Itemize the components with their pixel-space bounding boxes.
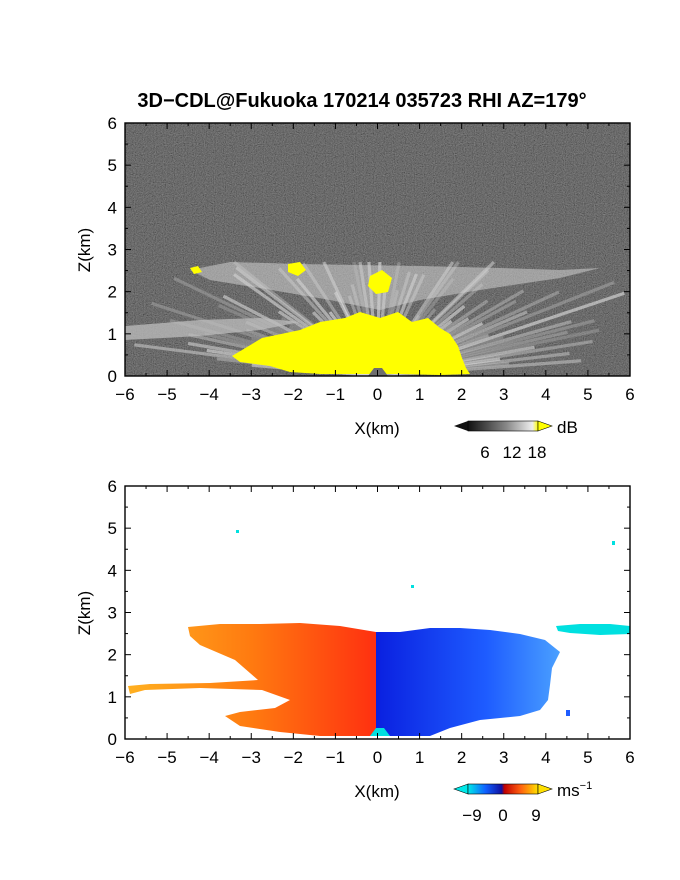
velocity-image [128, 530, 630, 736]
velocity-near-radar [370, 728, 390, 736]
colorbar-unit-base: ms [557, 781, 580, 800]
x-tick-label-bottom: −4 [199, 748, 218, 767]
x-tick-label-bottom: −6 [115, 748, 134, 767]
y-tick-label-bottom: 5 [108, 519, 117, 538]
reflectivity-image [125, 123, 630, 376]
x-tick-label-top: −4 [199, 385, 218, 404]
x-tick-label-bottom: −5 [157, 748, 176, 767]
upper-layer-echo [190, 262, 600, 310]
y-tick-label-bottom: 2 [108, 646, 117, 665]
x-axis-label-top: X(km) [354, 419, 399, 438]
velocity-speck-4 [566, 710, 570, 716]
colorbar-body [467, 420, 539, 432]
x-tick-label-bottom: 1 [415, 748, 424, 767]
colorbar-tick-label: 0 [498, 806, 507, 825]
figure-title: 3D−CDL@Fukuoka 170214 035723 RHI AZ=179° [137, 90, 586, 112]
colorbar-unit-exponent: −1 [580, 780, 593, 792]
colorbar-tick-label: 12 [503, 443, 522, 462]
axes-top: −6 −5 −4 −3 −2 −1 0 1 2 3 4 5 6 0 1 2 3 4 5 6 [108, 114, 635, 404]
x-tick-label-bottom: 5 [583, 748, 592, 767]
y-axis-label-bottom: Z(km) [75, 591, 94, 635]
colorbar-tick-label: 6 [480, 443, 489, 462]
positive-velocity-region [128, 623, 376, 736]
x-tick-label-top: −6 [115, 385, 134, 404]
velocity-speck-1 [236, 530, 239, 533]
negative-velocity-region [376, 628, 560, 736]
colorbar-unit: dB [557, 418, 578, 437]
y-axis-label-top: Z(km) [75, 228, 94, 272]
x-tick-label-top: 4 [541, 385, 550, 404]
x-tick-label-top: −2 [284, 385, 303, 404]
y-tick-label-bottom: 0 [108, 730, 117, 749]
x-tick-label-top: −1 [326, 385, 345, 404]
x-tick-label-bottom: −2 [284, 748, 303, 767]
colorbar-tick-label: 18 [528, 443, 547, 462]
colorbar-right-cap [537, 783, 553, 795]
x-tick-label-top: −3 [242, 385, 261, 404]
x-tick-label-bottom: 2 [457, 748, 466, 767]
x-tick-label-top: 0 [373, 385, 382, 404]
colorbar-right-cap [537, 420, 553, 432]
y-tick-label-bottom: 1 [108, 688, 117, 707]
x-tick-label-top: 6 [625, 385, 634, 404]
echo-fleck-left [288, 262, 306, 276]
y-tick-label-top: 1 [108, 325, 117, 344]
colorbar-ticks: 6 12 18 [480, 443, 546, 462]
colorbar-tick-label: −9 [462, 806, 481, 825]
x-tick-label-top: 3 [499, 385, 508, 404]
y-tick-label-top: 4 [108, 198, 117, 217]
x-tick-label-top: −5 [157, 385, 176, 404]
colorbar-tick-label: 9 [531, 806, 540, 825]
axes-bottom: −6 −5 −4 −3 −2 −1 0 1 2 3 4 5 6 0 1 2 3 4 5 6 [108, 477, 635, 767]
x-tick-label-top: 5 [583, 385, 592, 404]
x-tick-label-bottom: 3 [499, 748, 508, 767]
x-tick-label-bottom: −1 [326, 748, 345, 767]
colorbar-ticks: −9 0 9 [462, 806, 540, 825]
y-tick-label-top: 5 [108, 156, 117, 175]
colorbar-unit: ms−1 [557, 780, 592, 800]
echo-blob-top [368, 270, 392, 294]
colorbar-left-cap [454, 421, 468, 431]
strong-echo-core [232, 312, 470, 375]
x-tick-label-bottom: 6 [625, 748, 634, 767]
reflectivity-colorbar: 6 12 18 dB [454, 418, 578, 462]
colorbar-left-cap [453, 783, 469, 795]
x-axis-label-bottom: X(km) [354, 782, 399, 801]
y-tick-label-bottom: 3 [108, 604, 117, 623]
low-level-layer [125, 318, 300, 340]
velocity-speck-2 [411, 585, 414, 588]
x-tick-label-bottom: 4 [541, 748, 550, 767]
upper-right-layer [556, 624, 630, 635]
echo-fleck-far-left [190, 266, 202, 274]
doppler-velocity-panel: −6 −5 −4 −3 −2 −1 0 1 2 3 4 5 6 0 1 2 3 4 5 6 X(km) Z(km) −… [75, 477, 635, 825]
x-tick-label-bottom: 0 [373, 748, 382, 767]
y-tick-label-top: 6 [108, 114, 117, 133]
y-tick-label-top: 0 [108, 367, 117, 386]
x-tick-label-top: 1 [415, 385, 424, 404]
y-tick-label-bottom: 4 [108, 561, 117, 580]
x-tick-label-bottom: −3 [242, 748, 261, 767]
velocity-speck-3 [612, 541, 615, 545]
velocity-colorbar: −9 0 9 ms−1 [453, 780, 592, 825]
x-tick-label-top: 2 [457, 385, 466, 404]
y-tick-label-bottom: 6 [108, 477, 117, 496]
y-tick-label-top: 3 [108, 241, 117, 260]
colorbar-body [467, 783, 539, 795]
y-tick-label-top: 2 [108, 283, 117, 302]
